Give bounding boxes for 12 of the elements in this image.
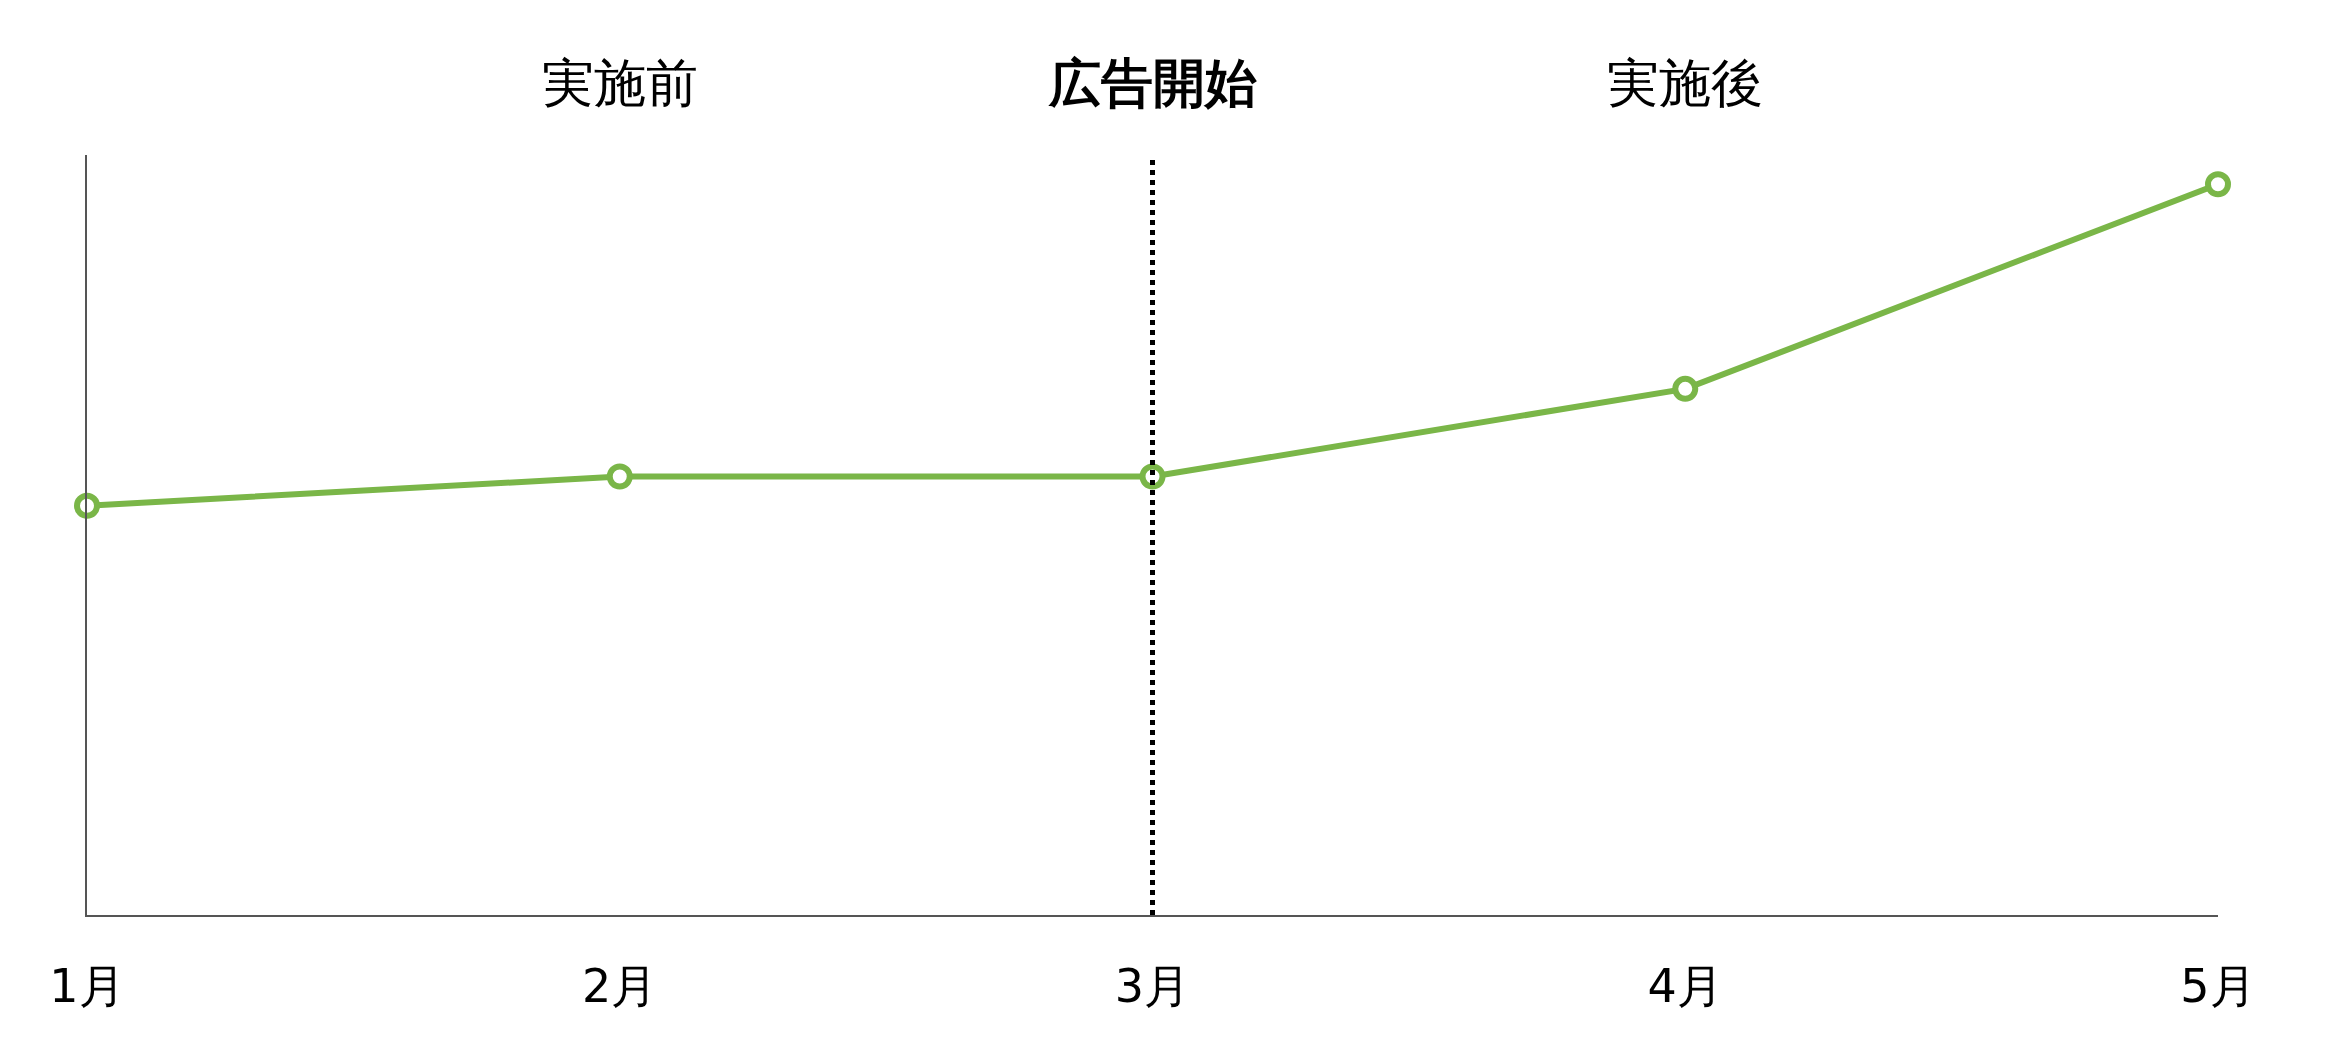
x-tick-label: 1月 (49, 959, 125, 1014)
point (74, 492, 100, 519)
text: 実施後 (1607, 53, 1763, 113)
point (2205, 171, 2231, 198)
ref-line-label: 広告開始 (1048, 53, 1257, 113)
x-tick-label: 2月 (582, 959, 658, 1014)
text: 実施前 (542, 53, 698, 113)
x-tick-label: 5月 (2180, 959, 2256, 1014)
point (1672, 375, 1699, 402)
x-tick-label: 4月 (1647, 959, 1723, 1014)
x-tick-label: 3月 (1114, 959, 1191, 1014)
point (606, 463, 633, 490)
